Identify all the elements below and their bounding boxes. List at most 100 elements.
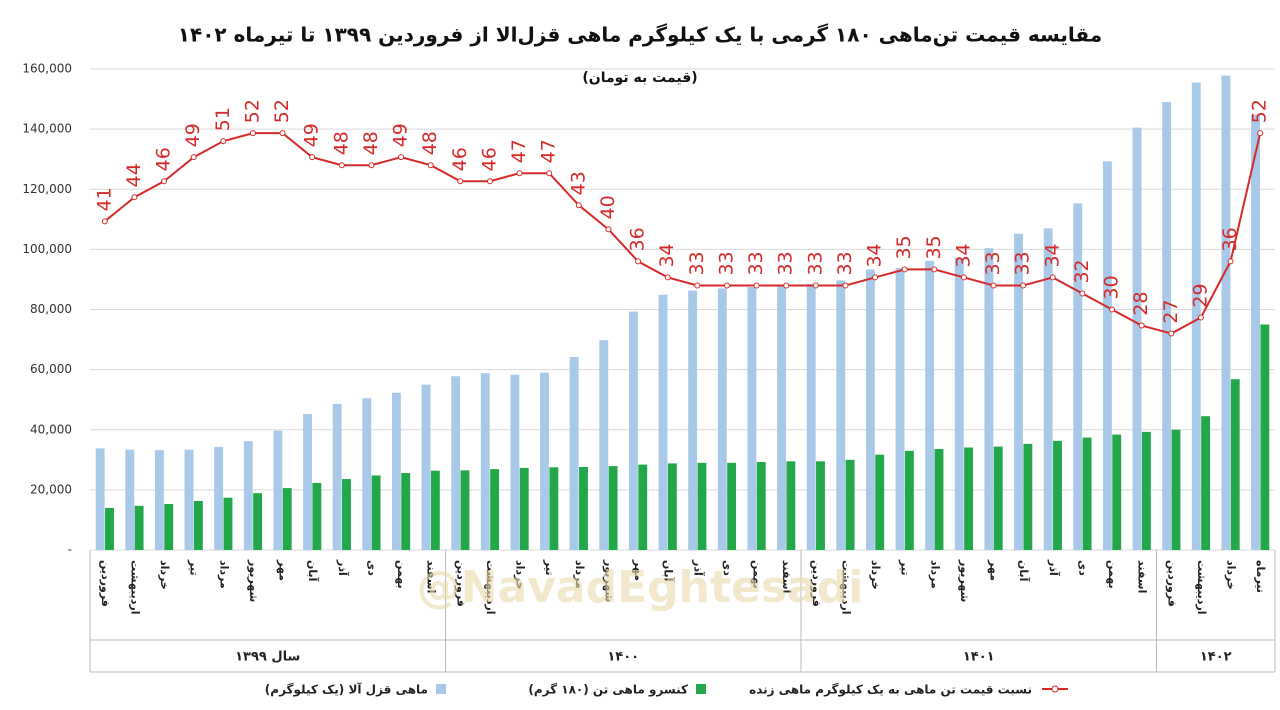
y-tick-label: 100,000 xyxy=(22,242,72,256)
x-tick-label: بهمن xyxy=(395,560,408,589)
bar xyxy=(519,467,529,550)
bar xyxy=(391,392,401,550)
bar xyxy=(134,505,144,550)
line-point xyxy=(161,178,168,185)
value-label: 33 xyxy=(1012,251,1034,275)
line-point xyxy=(812,282,819,289)
value-label: 35 xyxy=(923,235,945,259)
bar xyxy=(954,257,964,550)
line-point xyxy=(131,194,138,201)
x-tick-label: مرداد xyxy=(928,560,941,589)
legend-swatch xyxy=(436,684,446,694)
bar xyxy=(480,373,490,550)
line-point xyxy=(990,282,997,289)
x-tick-label: بهمن xyxy=(1106,560,1119,589)
x-tick-label: دی xyxy=(1076,560,1089,576)
legend-swatch xyxy=(696,684,706,694)
bar xyxy=(1141,431,1151,550)
x-tick-label: آبان xyxy=(1017,560,1031,582)
bar xyxy=(303,414,312,550)
y-tick-label: 60,000 xyxy=(30,362,72,376)
value-label: 52 xyxy=(1249,99,1271,123)
line-point xyxy=(1109,306,1116,313)
line-point xyxy=(1079,290,1086,297)
value-label: 40 xyxy=(597,195,619,219)
value-label: 44 xyxy=(123,163,145,187)
bar xyxy=(806,283,816,550)
line-point xyxy=(279,130,286,137)
bar xyxy=(1023,443,1033,550)
y-tick-label: 160,000 xyxy=(22,62,72,76)
bar xyxy=(105,507,114,550)
x-tick-label: اردیبهشت xyxy=(839,560,852,614)
x-tick-label: مهر xyxy=(632,559,645,581)
bar xyxy=(1251,114,1260,550)
line-point xyxy=(694,282,701,289)
bar xyxy=(193,500,203,550)
bar xyxy=(747,286,757,550)
value-label: 32 xyxy=(1071,259,1093,283)
bar xyxy=(895,268,905,550)
value-label: 33 xyxy=(982,251,1004,275)
value-label: 41 xyxy=(93,187,115,211)
bar xyxy=(1230,379,1240,550)
group-label: ۱۴۰۱ xyxy=(963,650,995,665)
y-tick-label: 120,000 xyxy=(22,182,72,196)
value-label: 49 xyxy=(390,123,412,147)
line-point xyxy=(901,266,908,273)
x-tick-label: مهر xyxy=(988,559,1001,581)
x-tick-label: مهر xyxy=(277,559,290,581)
x-tick-label: اردیبهشت xyxy=(484,560,497,614)
line-point xyxy=(190,154,197,161)
x-tick-label: فروردین xyxy=(810,560,823,607)
bar xyxy=(332,403,342,550)
legend-label: کنسرو ماهی تن (۱۸۰ گرم) xyxy=(528,683,688,698)
bar xyxy=(1191,82,1201,550)
x-tick-label: اسفند xyxy=(1136,560,1149,593)
value-label: 52 xyxy=(241,99,263,123)
bar xyxy=(934,448,944,550)
bar xyxy=(925,260,935,550)
x-tick-label: اردیبهشت xyxy=(128,560,141,614)
bar xyxy=(964,447,974,550)
bar xyxy=(1053,440,1062,550)
line-point xyxy=(664,274,671,281)
x-tick-label: اسفند xyxy=(780,560,793,593)
bar xyxy=(608,466,618,550)
line-point xyxy=(605,226,612,233)
line-point xyxy=(101,218,108,225)
bar xyxy=(688,290,698,550)
value-label: 49 xyxy=(301,123,323,147)
bar xyxy=(667,463,677,550)
bar xyxy=(540,372,549,550)
bar xyxy=(490,469,500,550)
bar xyxy=(164,504,174,550)
bar xyxy=(1082,437,1092,550)
line-point xyxy=(960,274,967,281)
bar xyxy=(1043,228,1053,551)
bar xyxy=(214,446,224,550)
bar xyxy=(1112,434,1122,550)
x-tick-label: خرداد xyxy=(1225,560,1238,590)
line-point xyxy=(516,170,523,177)
x-tick-label: دی xyxy=(721,560,734,576)
bar xyxy=(786,461,796,550)
bar xyxy=(845,459,855,550)
value-label: 33 xyxy=(834,251,856,275)
bar xyxy=(342,479,351,550)
x-tick-label: آذر xyxy=(691,559,705,576)
x-tick-label: مرداد xyxy=(217,560,230,589)
value-label: 29 xyxy=(1189,283,1211,307)
line-point xyxy=(635,258,642,265)
line-point xyxy=(1197,314,1204,321)
bar xyxy=(638,464,648,550)
legend-swatch xyxy=(1051,685,1059,693)
bar xyxy=(451,376,461,550)
x-tick-label: اسفند xyxy=(425,560,438,593)
value-label: 51 xyxy=(212,107,234,131)
value-label: 47 xyxy=(508,139,530,163)
bar xyxy=(756,461,766,550)
line-point xyxy=(842,282,849,289)
value-label: 52 xyxy=(271,99,293,123)
